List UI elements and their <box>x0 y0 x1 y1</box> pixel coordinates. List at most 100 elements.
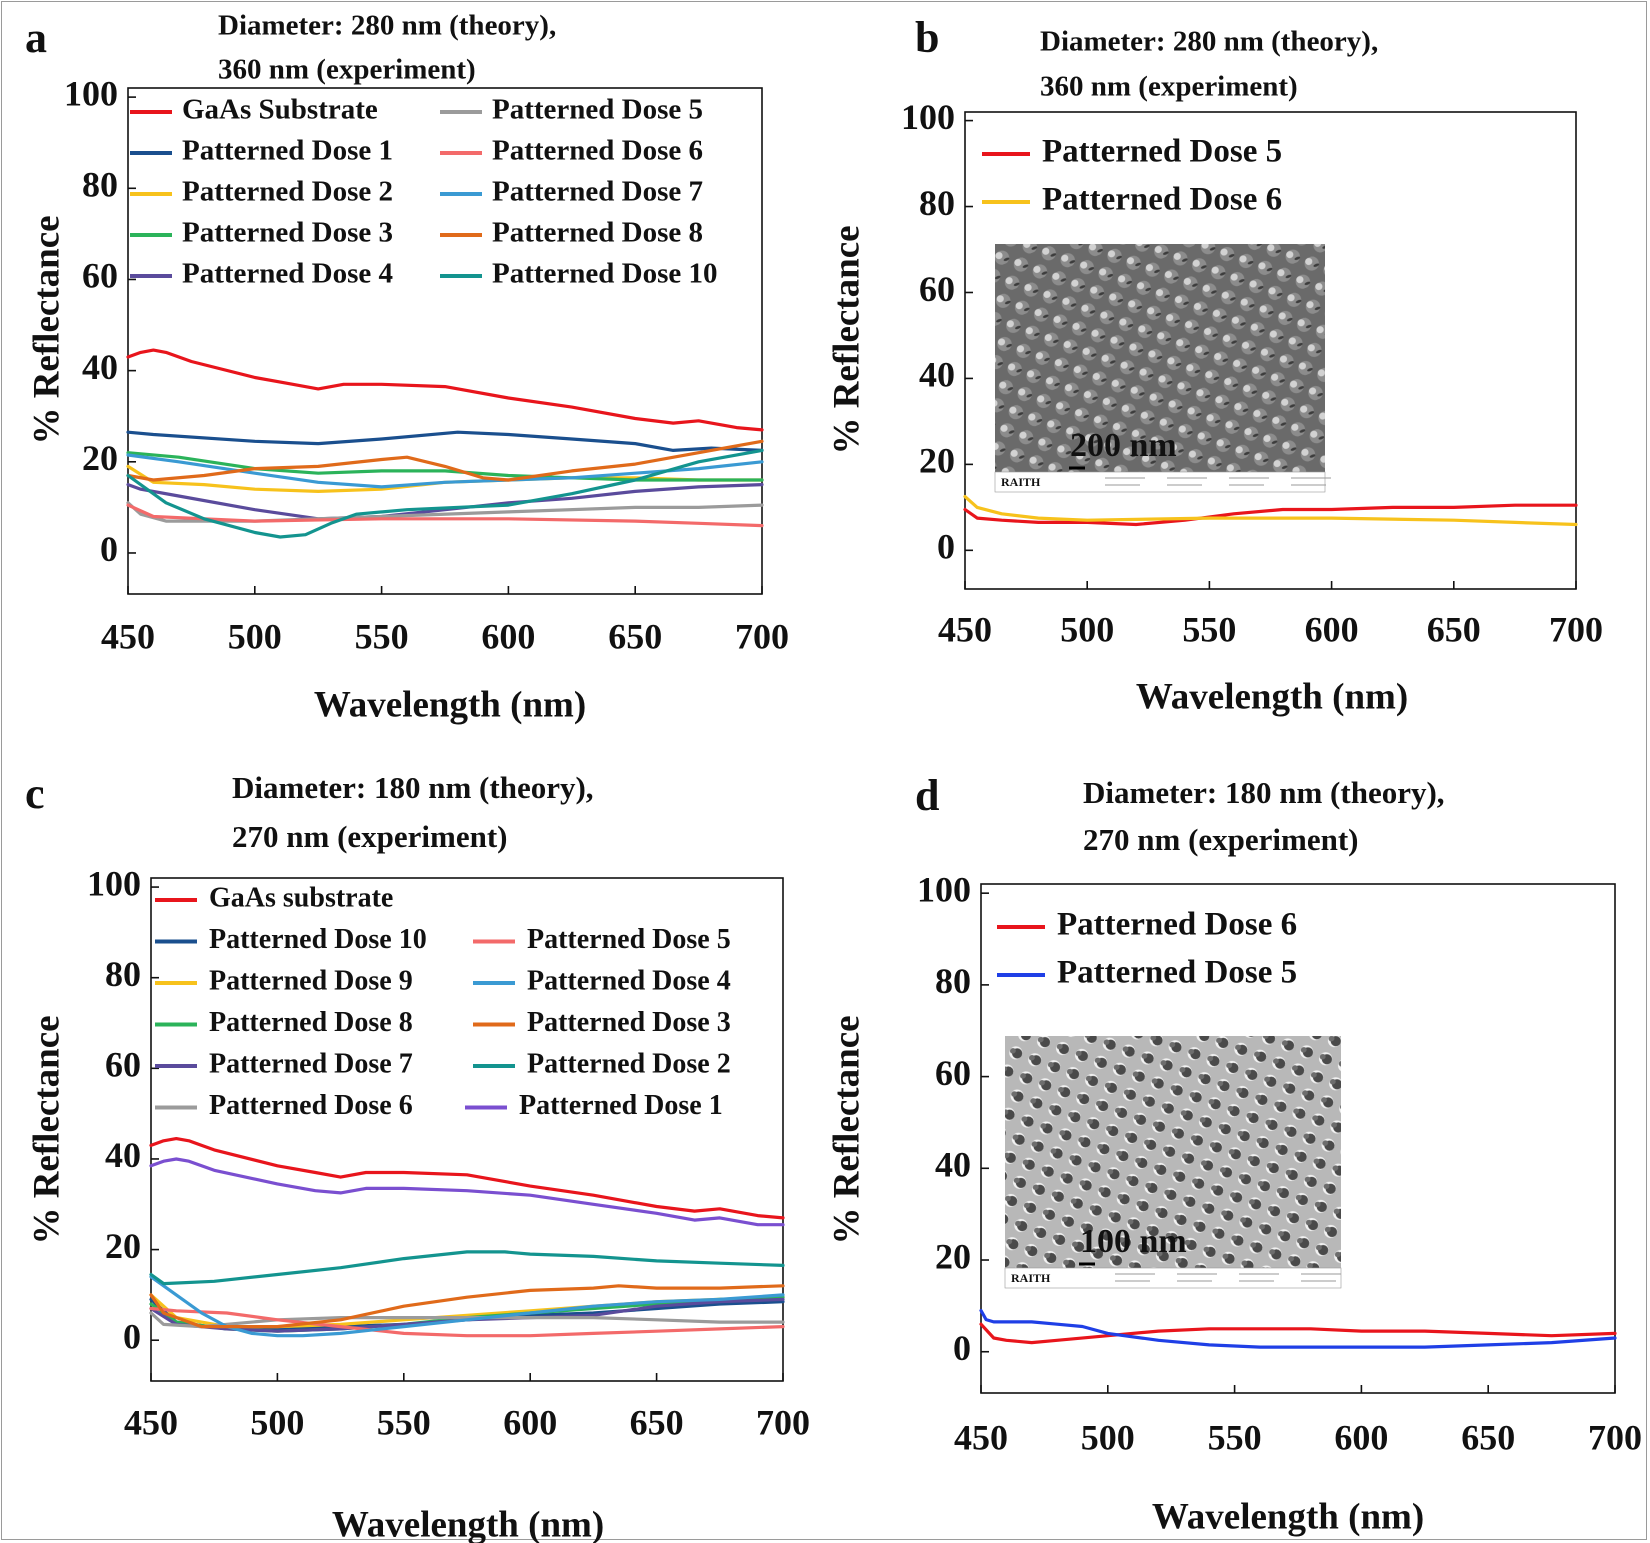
y-tick-label: 40 <box>919 355 955 395</box>
plot-frame <box>127 87 763 595</box>
series-line <box>126 448 764 539</box>
legend-entry: Patterned Dose 6 <box>492 135 703 167</box>
series-line <box>126 483 764 521</box>
series-line <box>126 503 764 528</box>
legend-entry: Patterned Dose 9 <box>209 965 413 996</box>
legend-entry: Patterned Dose 1 <box>182 135 393 167</box>
plot-frame <box>980 883 1616 1394</box>
y-tick-label: 80 <box>105 954 141 994</box>
x-tick-label: 600 <box>1305 609 1359 649</box>
y-tick-label: 60 <box>919 269 955 309</box>
series-line <box>979 1308 1617 1349</box>
legend-entry: Patterned Dose 8 <box>492 217 703 249</box>
legend: GaAs substrate Patterned Dose 10 Patterned… <box>155 882 731 1121</box>
series-line <box>149 1284 785 1329</box>
y-axis-label: % Reflectance <box>26 1015 67 1244</box>
y-tick-label: 80 <box>82 165 118 205</box>
series-line <box>149 1250 785 1286</box>
x-tick-label: 450 <box>938 609 992 649</box>
sem-image <box>995 244 1325 492</box>
legend-entry: Patterned Dose 1 <box>519 1090 723 1121</box>
x-tick-label: 700 <box>1549 609 1603 649</box>
y-tick-label: 80 <box>919 183 955 223</box>
x-tick-label: 700 <box>735 616 789 656</box>
series-line <box>126 348 764 432</box>
chart-title: Diameter: 280 nm (theory), <box>218 10 556 42</box>
x-tick-label: 550 <box>355 616 409 656</box>
x-tick-label: 450 <box>124 1402 178 1442</box>
y-tick-label: 40 <box>935 1145 971 1185</box>
series-line <box>963 495 1578 527</box>
series-line <box>149 1311 785 1329</box>
y-tick-label: 20 <box>105 1226 141 1266</box>
legend-entry: Patterned Dose 2 <box>182 176 393 208</box>
y-tick-label: 40 <box>105 1135 141 1175</box>
series-line <box>979 1322 1617 1345</box>
scale-bar-label: 100 nm <box>1080 1223 1187 1260</box>
y-tick-label: 80 <box>935 961 971 1001</box>
legend: GaAs Substrate Patterned Dose 1 Patterned … <box>130 94 718 290</box>
x-tick-label: 550 <box>1208 1417 1262 1457</box>
legend-entry: GaAs substrate <box>209 882 393 913</box>
x-axis-label: Wavelength (nm) <box>314 684 586 725</box>
series-line <box>149 1157 785 1227</box>
x-tick-label: 600 <box>481 616 535 656</box>
series-line <box>126 453 764 489</box>
y-tick-label: 0 <box>937 527 955 567</box>
x-tick-label: 650 <box>1461 1417 1515 1457</box>
legend-entry: Patterned Dose 5 <box>527 924 731 955</box>
y-tick-label: 60 <box>935 1053 971 1093</box>
x-tick-label: 650 <box>1427 609 1481 649</box>
y-axis-label: % Reflectance <box>826 1015 867 1244</box>
series-line <box>149 1306 785 1338</box>
chart-title: Diameter: 180 nm (theory), <box>232 770 594 805</box>
x-tick-label: 500 <box>1081 1417 1135 1457</box>
y-axis-label: % Reflectance <box>26 215 67 444</box>
chart-panel-b: b Diameter: 280 nm (theory), 360 nm (exper… <box>826 13 1603 717</box>
x-tick-label: 700 <box>1588 1417 1642 1457</box>
chart-panel-c: c Diameter: 180 nm (theory), 270 nm (exper… <box>25 769 810 1543</box>
y-tick-label: 100 <box>917 869 971 909</box>
legend-entry: Patterned Dose 3 <box>182 217 393 249</box>
sem-watermark: RAITH <box>1011 1271 1051 1285</box>
panel-label: a <box>25 13 47 62</box>
x-tick-label: 450 <box>101 616 155 656</box>
series-line <box>149 1275 785 1338</box>
chart-subtitle: 360 nm (experiment) <box>1040 71 1298 103</box>
legend: Patterned Dose 6 Patterned Dose 5 <box>997 907 1297 991</box>
legend-entry: Patterned Dose 6 <box>209 1090 413 1121</box>
scale-bar-label: 200 nm <box>1070 427 1177 464</box>
x-axis-label: Wavelength (nm) <box>1152 1496 1424 1537</box>
series-line <box>126 451 764 482</box>
x-tick-label: 650 <box>630 1402 684 1442</box>
legend-entry: Patterned Dose 4 <box>527 965 731 996</box>
legend-entry: Patterned Dose 10 <box>209 924 427 955</box>
legend-entry: GaAs Substrate <box>182 94 378 126</box>
panel-label: c <box>25 769 45 818</box>
x-tick-label: 550 <box>377 1402 431 1442</box>
plot-frame <box>150 877 784 1382</box>
x-tick-label: 600 <box>1334 1417 1388 1457</box>
sem-inset-image: RAITH 100 nm <box>1004 1036 1342 1289</box>
panel-label: d <box>915 771 939 820</box>
chart-subtitle: 360 nm (experiment) <box>218 54 476 86</box>
sem-inset-image: RAITH 200 nm <box>994 244 1331 493</box>
y-tick-label: 0 <box>953 1328 971 1368</box>
y-tick-label: 100 <box>64 73 118 113</box>
legend-entry: Patterned Dose 6 <box>1042 182 1282 218</box>
sem-info-bar <box>1004 1267 1342 1289</box>
y-tick-label: 60 <box>82 256 118 296</box>
x-axis-label: Wavelength (nm) <box>1136 676 1408 717</box>
legend-entry: Patterned Dose 6 <box>1057 907 1297 943</box>
series-line <box>126 430 764 452</box>
chart-subtitle: 270 nm (experiment) <box>232 819 508 854</box>
legend-entry: Patterned Dose 5 <box>1057 955 1297 991</box>
sem-info-bar <box>994 471 1326 493</box>
legend: Patterned Dose 5 Patterned Dose 6 <box>982 134 1282 218</box>
legend-entry: Patterned Dose 10 <box>492 258 718 290</box>
series-line <box>126 501 764 523</box>
x-tick-label: 500 <box>228 616 282 656</box>
legend-entry: Patterned Dose 8 <box>209 1007 413 1038</box>
